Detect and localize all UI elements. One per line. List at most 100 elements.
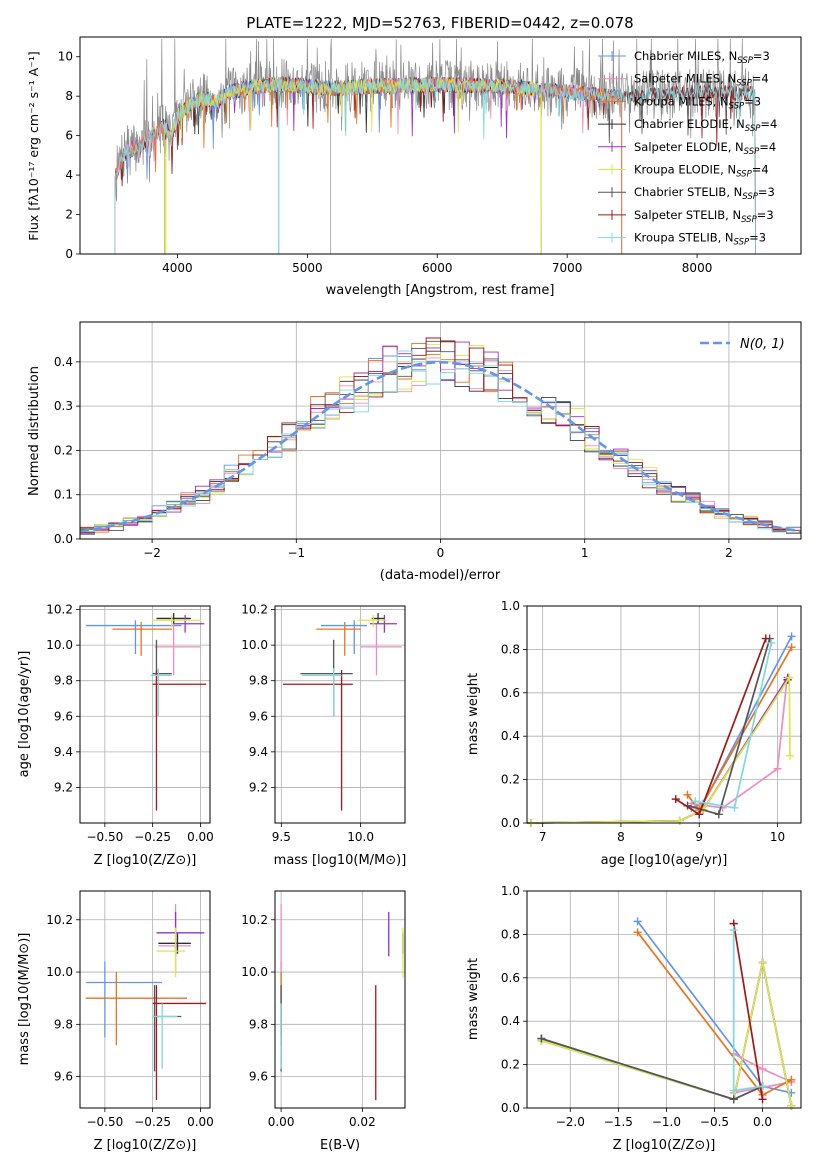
weight_vs_age-ytick: 0.6 [501,686,520,700]
age_vs_mass-xtick: 10.0 [347,830,374,844]
age_vs_mass-point-5 [357,614,388,628]
age_vs_mass-ytick: 10.2 [241,603,268,617]
weight-vs-age-ylabel: mass weight [466,673,481,755]
weight_vs_age-ytick: 1.0 [501,599,520,613]
weight_vs_age-xtick: 7 [539,830,547,844]
legend-label-0: Chabrier MILES, NSSP=3 [634,49,770,66]
spectrum-xtick: 5000 [292,261,323,275]
age-vs-z-xlabel: Z [log10(Z/Z⊙)] [94,853,197,868]
age_vs_mass-xtick: 9.5 [272,830,291,844]
mass-vs-z-panel: −0.50 −0.25 0.00 9.6 9.8 10.0 10.2 Z [log10(Z/… [17,890,214,1153]
weight_vs_age-ytick: 0.4 [501,729,520,743]
age_vs_z-xtick: 0.00 [187,830,214,844]
weight_vs_z-marker-2-2 [787,1075,796,1084]
age_vs_z-ytick: 9.4 [54,745,73,759]
age_vs_mass-point-1 [360,623,402,676]
legend-label-2: Kroupa MILES, NSSP=3 [634,94,761,111]
weight_vs_z-ytick: 1.0 [501,884,520,898]
mass_vs_z-ytick: 10.0 [46,965,73,979]
residuals-xtick: 2 [725,546,733,560]
mass_vs_z-point-8 [152,1003,178,1069]
legend-label-1: Salpeter MILES, NSSP=4 [634,72,769,89]
age_vs_mass-ytick: 9.2 [249,780,268,794]
weight_vs_z-xtick: −0.5 [700,1115,729,1129]
weight_vs_age-xtick: 8 [617,830,625,844]
age_vs_z-xtick: −0.50 [86,830,123,844]
weight_vs_z-marker-0-0 [633,917,642,926]
mass-vs-ebv-panel: 0.00 0.02 9.6 9.8 10.0 10.2 E(B-V) [241,890,406,1153]
mass_vs_ebv-ytick: 10.2 [241,913,268,927]
spectrum-xlabel: wavelength [Angstrom, rest frame] [326,283,555,298]
residual-hist-6 [80,340,801,533]
weight_vs_z-xtick: −1.0 [652,1115,681,1129]
residuals-ytick: 0.4 [54,355,73,369]
age_vs_z-ytick: 10.0 [46,638,73,652]
weight_vs_age-xtick: 9 [695,830,703,844]
weight-vs-age-lines [526,632,796,827]
mass_vs_z-ytick: 10.2 [46,913,73,927]
weight_vs_z-marker-8-1 [729,1086,738,1095]
weight_vs_z-xtick: 0.0 [753,1115,772,1129]
mass_vs_z-ytick: 9.6 [54,1070,73,1084]
age_vs_mass-ytick: 9.6 [249,709,268,723]
spectrum-panel: PLATE=1222, MJD=52763, FIBERID=0442, z=0… [26,14,802,298]
weight_vs_age-xtick: 10 [770,830,785,844]
mass_vs_z-point-3 [158,932,191,954]
weight-vs-z-xlabel: Z [log10(Z/Z⊙)] [613,1138,716,1153]
weight-vs-z-lines [537,917,796,1110]
spectrum-legend: Chabrier MILES, NSSP=3 Salpeter MILES, NS… [598,49,777,248]
weight_vs_age-marker-0-2 [787,632,796,641]
weight_vs_z-marker-6-0 [537,1034,546,1043]
age_vs_z-point-2 [112,622,172,656]
age_vs_z-xtick: −0.25 [134,830,171,844]
weight_vs_age-marker-8-1 [730,803,739,812]
age_vs_z-ytick: 9.6 [54,709,73,723]
weight_vs_age-marker-5-3 [785,673,794,682]
spectrum-ytick: 0 [65,247,73,261]
residuals-xlabel: (data-model)/error [380,568,501,583]
mass_vs_z-xtick: −0.25 [134,1115,171,1129]
spectrum-title: PLATE=1222, MJD=52763, FIBERID=0442, z=0… [246,14,633,32]
model-spectrum-8 [114,76,756,255]
weight_vs_z-ytick: 0.4 [501,1014,520,1028]
spectrum-ytick: 6 [65,129,73,143]
weight-vs-z-panel: −2.0 −1.5 −1.0 −0.5 0.0 0.0 0.2 0.4 0.6 0.8 1.0 Z … [466,884,802,1153]
weight_vs_z-ytick: 0.0 [501,1101,520,1115]
spectrum-xtick: 7000 [552,261,583,275]
age_vs_mass-point-0 [320,620,367,655]
weight-vs-z-ylabel: mass weight [466,958,481,1040]
residual-hist-4 [80,341,801,534]
spectrum-xtick: 4000 [162,261,193,275]
weight_vs_z-marker-2-0 [633,928,642,937]
normal-reference-curve [79,360,802,533]
residuals-xtick: 0 [437,546,445,560]
spectrum-ytick: 4 [65,168,73,182]
weight_vs_age-marker-6-1 [714,810,723,819]
legend-label-3: Chabrier ELODIE, NSSP=4 [634,117,777,134]
age_vs_mass-point-4 [370,614,398,633]
spectrum-ytick: 10 [58,50,73,64]
age-vs-mass-xlabel: mass [log10(M/M⊙)] [274,853,407,868]
weight_vs_z-ytick: 0.6 [501,971,520,985]
age_vs_z-point-0 [85,620,182,655]
residuals-ylabel: Normed distribution [27,366,42,496]
weight_vs_age-ytick: 0.2 [501,773,520,787]
legend-label-6: Chabrier STELIB, NSSP=3 [634,185,775,202]
mass-vs-z-xlabel: Z [log10(Z/Z⊙)] [94,1138,197,1153]
mass-vs-z-errorbars [85,904,207,1101]
mass_vs_ebv-xtick: 0.00 [268,1115,295,1129]
weight_vs_age-ytick: 0.0 [501,816,520,830]
residuals-xtick: 1 [581,546,589,560]
weight_vs_age-ytick: 0.8 [501,642,520,656]
age_vs_mass-point-2 [316,622,361,656]
mass-vs-z-ylabel: mass [log10(M/M⊙)] [17,933,32,1066]
residuals-xtick: −2 [143,546,161,560]
residuals-panel: −2 −1 0 1 2 0.0 0.1 0.2 0.3 0.4 N(0, 1) (data-mod… [27,321,802,583]
age_vs_z-ytick: 9.2 [54,780,73,794]
age_vs_z-ytick: 10.2 [46,603,73,617]
spectrum-ytick: 2 [65,208,73,222]
mass-vs-ebv-xlabel: E(B-V) [320,1138,360,1153]
residual-hist-5 [80,344,801,531]
age-vs-z-ylabel: age [log10(age/yr)] [17,651,32,778]
mass_vs_z-xtick: 0.00 [187,1115,214,1129]
